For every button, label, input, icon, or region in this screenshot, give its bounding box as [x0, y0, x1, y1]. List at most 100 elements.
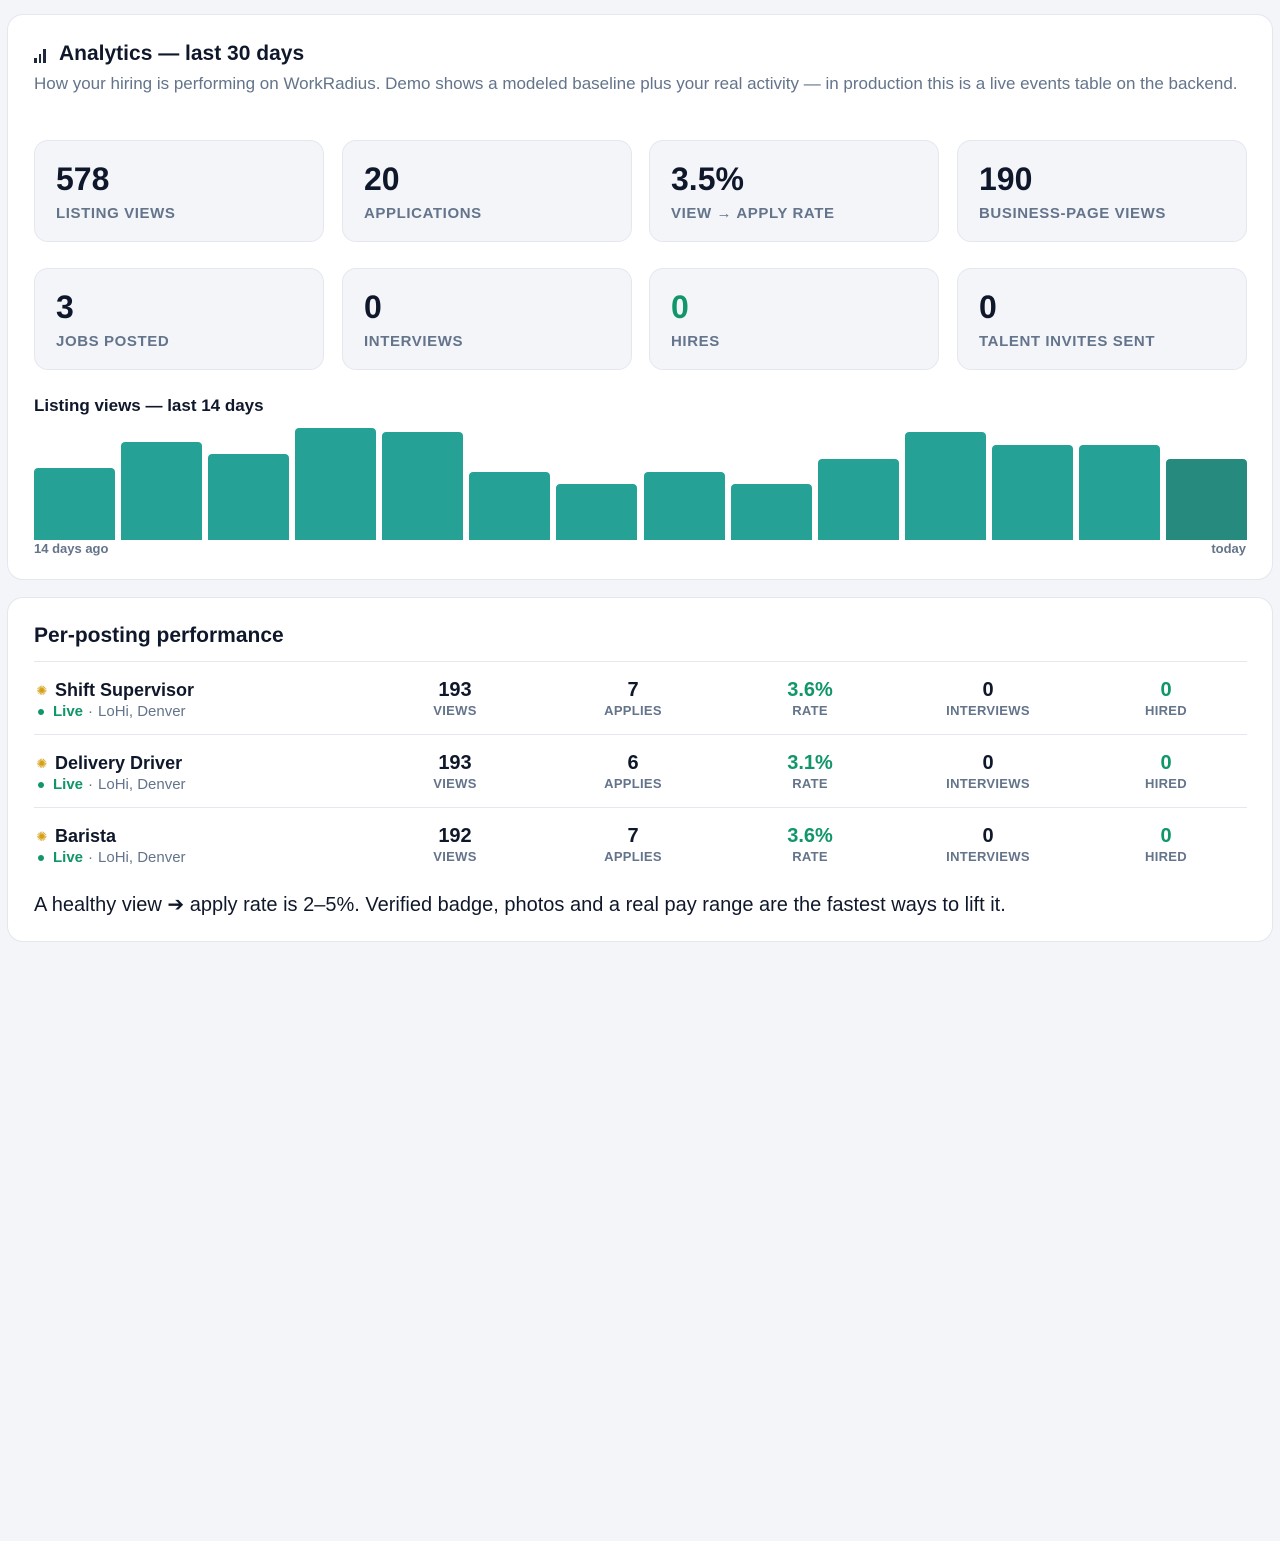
metric-label: HIRED: [1145, 849, 1187, 864]
bar-day: [382, 432, 464, 540]
metric-label: APPLIES: [604, 776, 662, 791]
job-location: LoHi, Denver: [98, 849, 186, 866]
posting-row-delivery-driver[interactable]: ✺ Delivery Driver Live · LoHi, Denver 19…: [34, 734, 1247, 807]
job-title[interactable]: ✺ Shift Supervisor: [34, 680, 194, 701]
metric-label: INTERVIEWS: [946, 849, 1030, 864]
per-posting-title: Per-posting performance: [34, 624, 284, 647]
bar-day: [34, 468, 116, 540]
metric-rate: 3.6% RATE: [730, 824, 890, 865]
metric-label: RATE: [792, 776, 828, 791]
job-title[interactable]: ✺ Delivery Driver: [34, 753, 183, 774]
posting-row-barista[interactable]: ✺ Barista Live · LoHi, Denver 192 VIEWS …: [34, 807, 1247, 880]
metric-applies: 6 APPLIES: [553, 751, 713, 792]
metric-label: RATE: [792, 703, 828, 718]
metric-label: HIRED: [1145, 703, 1187, 718]
metric-label: VIEWS: [433, 776, 477, 791]
stat-label: APPLICATIONS: [364, 205, 482, 222]
posting-rows: ✺ Shift Supervisor Live · LoHi, Denver 1…: [34, 661, 1247, 880]
stat-interviews: 0 INTERVIEWS: [342, 268, 632, 370]
metric-hired: 0 HIRED: [1086, 678, 1246, 719]
metric-applies: 7 APPLIES: [553, 678, 713, 719]
metric-value: 0: [1160, 825, 1172, 847]
stat-label: LISTING VIEWS: [56, 205, 176, 222]
metric-value: 7: [627, 679, 639, 701]
bar-day: [208, 454, 290, 540]
metric-value: 0: [982, 825, 994, 847]
stat-label: TALENT INVITES SENT: [979, 333, 1156, 350]
metric-label: RATE: [792, 849, 828, 864]
stat-label: BUSINESS-PAGE VIEWS: [979, 205, 1166, 222]
stat-talent-invites-sent: 0 TALENT INVITES SENT: [957, 268, 1247, 370]
job-name-text: Delivery Driver: [55, 753, 183, 773]
posting-row-shift-supervisor[interactable]: ✺ Shift Supervisor Live · LoHi, Denver 1…: [34, 661, 1247, 734]
metric-rate: 3.6% RATE: [730, 678, 890, 719]
metric-label: INTERVIEWS: [946, 703, 1030, 718]
live-status-dot: [38, 708, 44, 715]
stat-listing-views: 578 LISTING VIEWS: [34, 140, 324, 242]
metric-value: 193: [438, 752, 472, 774]
meta-separator: ·: [88, 703, 94, 720]
stat-value: 20: [364, 161, 400, 197]
job-meta: Live · LoHi, Denver: [38, 849, 186, 866]
bar-day: [904, 432, 986, 540]
metric-interviews: 0 INTERVIEWS: [908, 678, 1068, 719]
metric-rate: 3.1% RATE: [730, 751, 890, 792]
stat-label: VIEW → APPLY RATE: [671, 205, 835, 222]
stat-label: HIRES: [671, 333, 720, 350]
stat-value: 0: [979, 289, 997, 325]
metric-views: 193 VIEWS: [375, 678, 535, 719]
job-name-text: Shift Supervisor: [55, 680, 195, 700]
bar-day: [1078, 444, 1160, 540]
sparkle-icon: ✺: [36, 828, 48, 844]
bar-day: [817, 459, 899, 540]
metric-views: 193 VIEWS: [375, 751, 535, 792]
job-meta: Live · LoHi, Denver: [38, 776, 186, 793]
stat-applications: 20 APPLICATIONS: [342, 140, 632, 242]
stat-jobs-posted: 3 JOBS POSTED: [34, 268, 324, 370]
metric-interviews: 0 INTERVIEWS: [908, 751, 1068, 792]
live-status-dot: [38, 781, 44, 788]
bar-today: [1165, 459, 1247, 540]
stat-label: JOBS POSTED: [56, 333, 170, 350]
job-location: LoHi, Denver: [98, 776, 186, 793]
metric-value: 193: [438, 679, 472, 701]
chart-x-end-label: today: [1211, 541, 1246, 556]
metric-hired: 0 HIRED: [1086, 751, 1246, 792]
analytics-subtitle: How your hiring is performing on WorkRad…: [34, 74, 1238, 93]
metric-value: 3.6%: [787, 679, 833, 701]
job-title[interactable]: ✺ Barista: [34, 826, 116, 847]
stat-value: 578: [56, 161, 110, 197]
bar-day: [730, 484, 812, 540]
job-status: Live: [53, 776, 84, 793]
metric-value: 6: [627, 752, 639, 774]
apply-rate-tip: A healthy view ➔ apply rate is 2–5%. Ver…: [34, 894, 1006, 916]
metric-applies: 7 APPLIES: [553, 824, 713, 865]
job-meta: Live · LoHi, Denver: [38, 703, 186, 720]
live-status-dot: [38, 854, 44, 861]
stat-business-page-views: 190 BUSINESS-PAGE VIEWS: [957, 140, 1247, 242]
job-location: LoHi, Denver: [98, 703, 186, 720]
job-status: Live: [53, 703, 84, 720]
metric-value: 0: [1160, 679, 1172, 701]
metric-value: 3.6%: [787, 825, 833, 847]
job-status: Live: [53, 849, 84, 866]
metric-value: 7: [627, 825, 639, 847]
bar-day: [469, 471, 551, 540]
job-name-text: Barista: [55, 826, 117, 846]
metric-interviews: 0 INTERVIEWS: [908, 824, 1068, 865]
bar-day: [556, 484, 638, 540]
analytics-title: Analytics — last 30 days: [34, 42, 304, 66]
stat-value: 3: [56, 289, 74, 325]
metric-value: 3.1%: [787, 752, 833, 774]
bar-day: [643, 471, 725, 540]
chart-x-start-label: 14 days ago: [34, 541, 109, 556]
metric-hired: 0 HIRED: [1086, 824, 1246, 865]
metric-label: VIEWS: [433, 703, 477, 718]
stat-label: INTERVIEWS: [364, 333, 464, 350]
metric-value: 192: [438, 825, 472, 847]
sparkle-icon: ✺: [36, 755, 48, 771]
stat-value: 0: [364, 289, 382, 325]
metric-label: APPLIES: [604, 849, 662, 864]
metric-value: 0: [982, 752, 994, 774]
stat-value: 190: [979, 161, 1033, 197]
